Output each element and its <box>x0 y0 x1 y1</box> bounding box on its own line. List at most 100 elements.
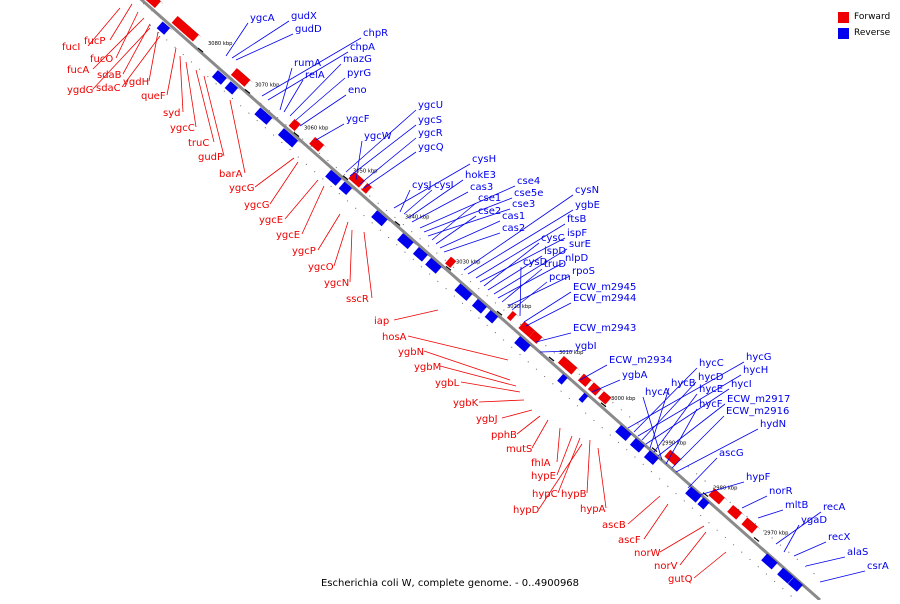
forward-gene-label: ygcO <box>308 262 334 273</box>
reverse-leader-line <box>784 525 799 552</box>
forward-leader-line <box>334 222 348 266</box>
forward-gene-label: ascB <box>602 520 626 531</box>
reverse-gene-label: rumA <box>294 58 321 69</box>
forward-gene-label: ygbN <box>398 347 424 358</box>
reverse-gene-label: chpA <box>350 42 375 53</box>
forward-leader-line <box>318 214 340 250</box>
forward-gene-label: fucP <box>84 36 105 47</box>
forward-gene-label: truC <box>188 138 209 149</box>
reverse-gene-label: cysI <box>434 180 454 191</box>
forward-gene-box <box>361 183 371 194</box>
forward-leader-line <box>285 180 318 219</box>
reverse-gene-label: cas1 <box>502 211 525 222</box>
reverse-gene-label: alaS <box>847 547 868 558</box>
reverse-leader-line <box>794 542 826 556</box>
reverse-gene-label: nlpD <box>565 253 588 264</box>
tick-label: 3080 kbp <box>208 41 233 47</box>
forward-gene-label: ygcN <box>324 278 349 289</box>
forward-gene-label: ygdH <box>123 77 149 88</box>
reverse-swatch <box>838 28 849 39</box>
reverse-gene-label: cse1 <box>478 193 501 204</box>
forward-gene-label: sscR <box>346 294 369 305</box>
reverse-gene-box <box>630 438 645 453</box>
reverse-leader-line <box>236 34 293 60</box>
reverse-gene-label: hycA <box>645 387 670 398</box>
forward-gene-label: norV <box>654 561 678 572</box>
forward-gene-label: iap <box>374 316 389 327</box>
reverse-gene-label: hydN <box>760 419 786 430</box>
forward-gene-label: fucI <box>62 42 80 53</box>
reverse-gene-label: ygbI <box>575 341 597 352</box>
reverse-gene-box <box>514 336 530 352</box>
reverse-gene-label: cysD <box>523 257 548 268</box>
reverse-gene-label: mltB <box>785 500 808 511</box>
reverse-gene-label: mazG <box>343 54 372 65</box>
reverse-gene-box <box>254 107 272 124</box>
reverse-gene-box <box>425 258 441 274</box>
forward-leader-line <box>558 438 580 493</box>
forward-leader-line <box>587 440 590 493</box>
forward-leader-line <box>517 416 540 434</box>
forward-gene-label: sdaC <box>96 83 121 94</box>
reverse-leader-line <box>280 68 292 110</box>
forward-leader-line <box>660 526 704 552</box>
reverse-gene-label: gudD <box>295 24 322 35</box>
forward-leader-line <box>186 62 196 127</box>
forward-leader-line <box>364 232 372 298</box>
reverse-gene-label: cas2 <box>502 223 525 234</box>
forward-gene-label: hypB <box>561 489 587 500</box>
tick-label: 2990 kbp <box>662 441 687 447</box>
forward-leader-line <box>255 158 294 187</box>
reverse-gene-label: recA <box>823 502 846 513</box>
forward-gene-label: ygcP <box>292 246 316 257</box>
reverse-gene-label: pyrG <box>347 68 371 79</box>
guide-line-lower <box>150 25 818 600</box>
forward-gene-label: hypE <box>531 471 556 482</box>
reverse-gene-label: hokE3 <box>465 170 496 181</box>
forward-gene-label: pphB <box>491 430 517 441</box>
reverse-gene-label: hycH <box>743 365 768 376</box>
tick-label: 3060 kbp <box>304 126 329 132</box>
reverse-gene-label: ascG <box>719 448 744 459</box>
reverse-leader-line <box>412 192 468 222</box>
forward-leader-line <box>479 400 524 402</box>
forward-leader-line <box>350 230 352 282</box>
forward-gene-box <box>578 374 591 387</box>
reverse-leader-line <box>360 138 416 184</box>
forward-gene-label: mutS <box>506 444 532 455</box>
reverse-gene-box <box>685 487 701 503</box>
reverse-leader-line <box>676 429 758 472</box>
reverse-gene-label: truD <box>544 259 566 270</box>
forward-gene-label: fhlA <box>531 458 551 469</box>
reverse-gene-label: ftsB <box>567 214 586 225</box>
tick-label: 3020 kbp <box>507 304 532 310</box>
forward-leader-line <box>598 448 606 508</box>
reverse-leader-line <box>400 190 410 212</box>
forward-leader-line <box>502 410 532 418</box>
reverse-leader-line <box>296 78 345 120</box>
reverse-gene-label: ygcF <box>346 114 370 125</box>
reverse-gene-label: gudX <box>291 11 317 22</box>
forward-leader-line <box>110 4 132 40</box>
legend: Forward Reverse <box>838 9 890 41</box>
reverse-gene-label: ygaD <box>801 515 827 526</box>
reverse-gene-label: ygcS <box>418 115 442 126</box>
reverse-gene-label: pcm <box>549 272 571 283</box>
forward-gene-box <box>727 505 742 520</box>
reverse-gene-label: cysN <box>575 185 599 196</box>
forward-leader-line <box>230 100 245 173</box>
legend-forward-label: Forward <box>854 9 890 25</box>
reverse-gene-box <box>472 299 487 314</box>
reverse-gene-label: ECW_m2943 <box>573 323 636 334</box>
reverse-gene-label: cysH <box>472 154 496 165</box>
reverse-gene-label: csrA <box>867 561 889 572</box>
legend-reverse-label: Reverse <box>854 25 890 41</box>
reverse-gene-label: ispF <box>567 228 587 239</box>
forward-gene-label: hypA <box>580 504 606 515</box>
forward-gene-label: syd <box>163 108 180 119</box>
reverse-gene-label: hypF <box>746 472 771 483</box>
tick-label: 2970 kbp <box>764 530 789 536</box>
forward-gene-label: ygbL <box>435 378 460 389</box>
forward-gene-label: ascF <box>618 535 641 546</box>
